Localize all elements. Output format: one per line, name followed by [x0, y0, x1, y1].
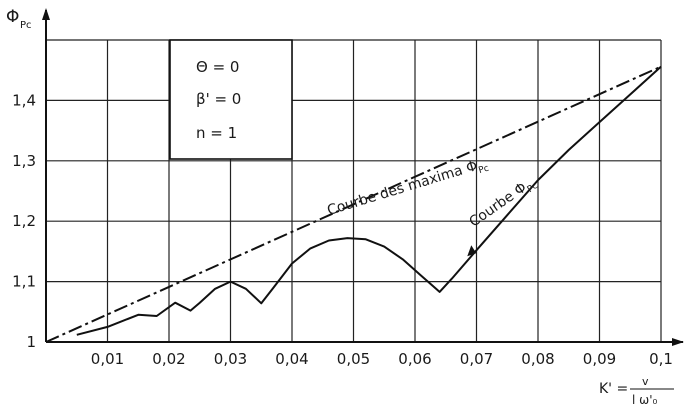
tick-labels: 0,01 0,02 0,03 0,04 0,05 0,06 0,07 0,08 0,09 0,1 1…	[12, 91, 673, 368]
annotation-curve-label: Courbe ΦPc	[467, 174, 540, 233]
x-tick-label: 0,05	[337, 350, 370, 368]
y-axis-label: Φ Pc	[6, 7, 32, 31]
parameter-box: Θ = 0 β' = 0 n = 1	[169, 39, 293, 160]
grid	[46, 39, 662, 342]
curve-line	[76, 65, 662, 336]
x-tick-label: 0,06	[398, 350, 431, 368]
y-tick-label: 1,4	[12, 91, 36, 109]
x-axis-arrow	[672, 338, 684, 346]
x-axis-label: K' = v l ω'₀	[599, 375, 674, 407]
x-tick-label: 0,03	[214, 350, 247, 368]
y-tick-label: 1	[26, 333, 36, 351]
curve-arrow	[467, 245, 477, 257]
x-tick-label: 0,01	[91, 350, 124, 368]
x-tick-label: 0,07	[460, 350, 493, 368]
x-axis-label-numerator: v	[642, 375, 649, 388]
x-axis-label-denominator: l ω'₀	[632, 393, 657, 407]
series	[45, 65, 662, 343]
annotation-envelope-label: Courbe des maxima ΦPc	[325, 155, 490, 222]
y-tick-label: 1,1	[12, 273, 36, 291]
envelope-line	[45, 65, 662, 343]
y-tick-label: 1,3	[12, 152, 36, 170]
y-axis-arrow	[42, 8, 50, 20]
y-axis-label-main: Φ	[6, 7, 19, 27]
y-axis-label-subscript: Pc	[20, 20, 32, 31]
x-tick-label: 0,02	[152, 350, 185, 368]
y-tick-label: 1,2	[12, 212, 36, 230]
param-theta: Θ = 0	[196, 58, 239, 76]
x-axis-label-main: K' =	[599, 381, 628, 397]
param-beta: β' = 0	[196, 90, 241, 108]
param-n: n = 1	[196, 124, 237, 142]
x-tick-label: 0,04	[275, 350, 308, 368]
x-tick-label: 0,08	[521, 350, 554, 368]
x-tick-label: 0,1	[649, 350, 673, 368]
axes	[42, 8, 684, 346]
x-tick-label: 0,09	[583, 350, 616, 368]
